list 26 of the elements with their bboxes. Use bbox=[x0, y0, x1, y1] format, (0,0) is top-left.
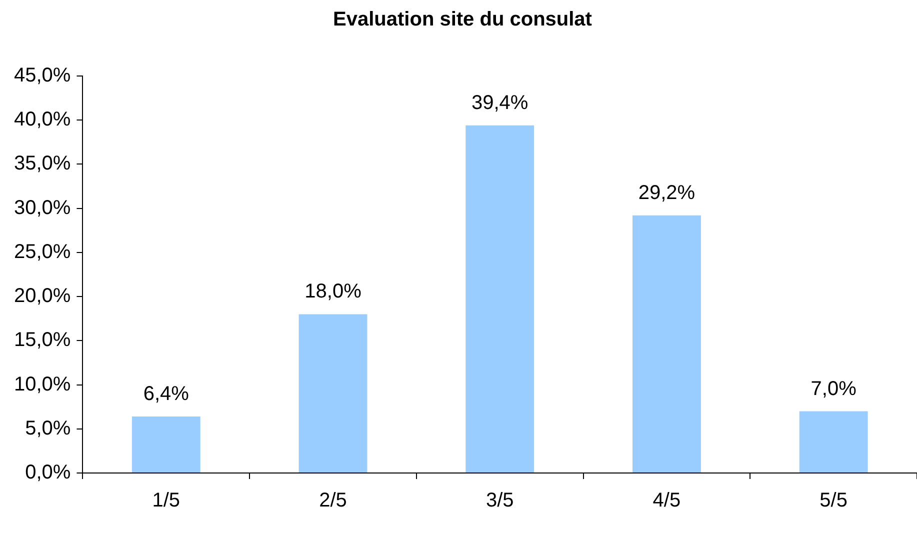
y-tick-label: 45,0% bbox=[14, 64, 71, 87]
data-label: 29,2% bbox=[638, 182, 696, 204]
y-tick-label: 15,0% bbox=[14, 329, 71, 352]
data-label: 7,0% bbox=[810, 378, 857, 400]
data-label: 6,4% bbox=[143, 383, 190, 406]
y-tick-label: 0,0% bbox=[25, 462, 71, 484]
y-tick-label: 25,0% bbox=[14, 240, 71, 263]
x-tick-label: 3/5 bbox=[486, 490, 514, 512]
bar bbox=[132, 416, 200, 472]
x-tick-label: 4/5 bbox=[652, 490, 681, 512]
x-tick-label: 1/5 bbox=[152, 490, 180, 512]
bar bbox=[466, 125, 534, 472]
bar bbox=[799, 411, 868, 472]
data-label: 18,0% bbox=[304, 280, 362, 303]
data-label: 39,4% bbox=[471, 92, 528, 114]
y-tick-label: 20,0% bbox=[14, 285, 71, 308]
y-tick-label: 30,0% bbox=[14, 196, 71, 219]
y-tick-label: 10,0% bbox=[14, 373, 71, 396]
x-tick-label: 5/5 bbox=[820, 490, 848, 512]
x-tick-label: 2/5 bbox=[319, 490, 347, 512]
chart-title: Evaluation site du consulat bbox=[333, 8, 592, 31]
y-tick-label: 5,0% bbox=[25, 417, 71, 440]
bar bbox=[298, 314, 368, 472]
y-tick-label: 40,0% bbox=[14, 108, 71, 131]
y-tick-label: 35,0% bbox=[14, 152, 71, 175]
bar bbox=[632, 215, 701, 472]
